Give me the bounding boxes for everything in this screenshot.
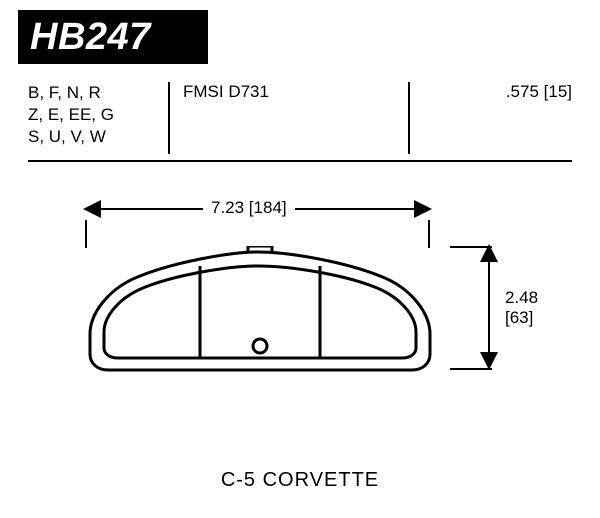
fmsi-code: FMSI D731 [183,82,269,102]
width-label: 7.23 [184] [203,198,295,218]
divider [408,82,410,154]
compounds-line: S, U, V, W [28,126,114,148]
arrow-right-icon [414,200,432,218]
arrow-left-icon [83,200,101,218]
dimension-line [488,246,490,368]
divider [168,82,170,154]
compounds-list: B, F, N, R Z, E, EE, G S, U, V, W [28,82,114,148]
brake-pad-outline [80,246,440,381]
height-mm: [63] [505,308,538,328]
arrow-up-icon [480,244,498,262]
header-bar: HB247 [18,10,208,64]
dimension-tick [428,220,430,248]
thickness-value: .575 [15] [506,82,572,102]
compounds-line: Z, E, EE, G [28,104,114,126]
info-row: B, F, N, R Z, E, EE, G S, U, V, W FMSI D… [28,82,572,162]
pad-inner-path [104,266,416,358]
pad-hole [253,339,267,353]
width-dimension: 7.23 [184] [85,180,430,240]
part-number: HB247 [30,16,151,59]
height-label: 2.48 [63] [505,288,538,328]
application-label: C-5 CORVETTE [0,469,600,492]
arrow-down-icon [480,352,498,370]
height-value: 2.48 [505,288,538,308]
diagram-area: 7.23 [184] 2.48 [63] [0,180,600,480]
height-dimension: 2.48 [63] [450,240,580,390]
compounds-line: B, F, N, R [28,82,114,104]
dimension-tick [85,220,87,248]
